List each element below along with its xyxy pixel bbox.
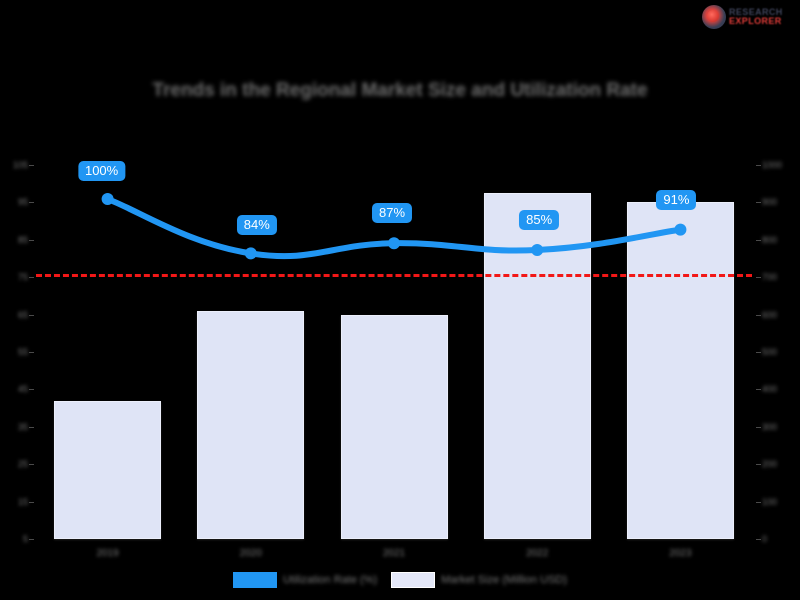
logo-lens-icon [702,5,726,29]
bar-2022[interactable] [483,193,591,539]
right-axis: 1000 900 800 700 600 500 400 300 200 100 0 [756,160,800,544]
logo-wordmark: RESEARCH EXPLORER [729,8,783,26]
right-axis-tick-label: 100 [762,496,778,507]
left-axis-tick-mark [29,501,34,503]
right-axis-tick-mark [756,314,761,316]
left-axis-tick-mark [29,426,34,428]
left-axis-tick-label: 5 [22,534,28,544]
left-axis-tick-label: 45 [17,384,28,395]
left-axis-tick-label: 55 [17,347,28,357]
data-label-2022: 85% [519,210,560,230]
reference-line [36,273,752,277]
plot-area: 100% 84% 87% 85% 91% [36,161,752,539]
left-axis-tick-label: 75 [17,272,28,283]
right-axis-tick-label: 700 [762,272,778,283]
data-label-2021: 87% [371,203,413,224]
legend-line-swatch [232,572,277,588]
category-label-2023: 2023 [669,548,692,559]
bar-2023[interactable] [626,202,734,539]
right-axis-tick-mark [756,352,761,353]
legend-bar[interactable]: Market Size (Million USD) [391,572,567,588]
left-axis-tick-mark [29,239,34,241]
logo-line-1: RESEARCH [729,7,783,17]
data-point-2020[interactable] [244,247,257,260]
legend-bar-swatch [391,572,436,588]
chart-legend: Utilization Rate (%) Market Size (Million… [0,572,800,588]
left-axis-tick-label: 95 [17,197,28,208]
bar-2021[interactable] [340,314,448,539]
legend-bar-label: Market Size (Million USD) [441,574,568,586]
data-label-2020: 84% [236,215,277,236]
category-label-2020: 2020 [239,548,262,559]
data-point-2021[interactable] [388,237,400,250]
left-axis-tick-label: 85 [17,234,28,245]
left-axis-tick-label: 15 [17,496,28,507]
category-label-2019: 2019 [96,548,119,559]
category-label-2021: 2021 [382,548,406,559]
right-axis-tick-label: 0 [762,534,768,544]
right-axis-tick-label: 300 [762,421,778,432]
right-axis-tick-label: 800 [762,234,778,245]
legend-line[interactable]: Utilization Rate (%) [232,572,378,588]
left-axis: 105 95 85 75 65 55 45 35 25 15 5 [0,160,34,544]
bar-2020[interactable] [197,310,305,539]
left-axis-tick-mark [29,352,34,353]
left-axis-tick-mark [29,277,34,279]
right-axis-tick-mark [756,202,761,204]
left-axis-tick-mark [29,165,34,166]
right-axis-tick-mark [756,539,761,540]
brand-logo: RESEARCH EXPLORER [702,3,792,31]
right-axis-tick-mark [756,277,761,279]
right-axis-tick-mark [756,426,761,428]
left-axis-tick-label: 65 [17,309,28,320]
left-axis-tick-mark [29,314,34,316]
category-label-2022: 2022 [526,548,549,559]
right-axis-tick-label: 900 [762,197,778,208]
left-axis-tick-mark [29,389,34,391]
right-axis-tick-label: 500 [762,347,778,357]
left-axis-tick-mark [29,539,34,540]
right-axis-tick-mark [756,165,761,166]
left-axis-tick-label: 35 [17,421,28,432]
left-axis-tick-mark [29,464,34,466]
right-axis-tick-mark [756,389,761,391]
right-axis-tick-mark [756,464,761,466]
left-axis-tick-label: 105 [12,160,28,170]
chart-title: Trends in the Regional Market Size and U… [152,80,648,101]
right-axis-tick-mark [756,239,761,241]
right-axis-tick-label: 1000 [762,160,783,170]
right-axis-tick-label: 400 [762,384,778,395]
right-axis-tick-label: 200 [762,459,778,470]
data-label-2023: 91% [656,189,697,210]
data-label-2019: 100% [77,161,126,181]
right-axis-tick-label: 600 [762,309,778,320]
bar-2019[interactable] [54,400,162,539]
left-axis-tick-label: 25 [17,459,28,470]
left-axis-tick-mark [29,202,34,204]
legend-line-label: Utilization Rate (%) [282,574,378,586]
right-axis-tick-mark [756,501,761,503]
logo-line-2: EXPLORER [729,16,782,26]
data-point-2019[interactable] [101,193,114,205]
